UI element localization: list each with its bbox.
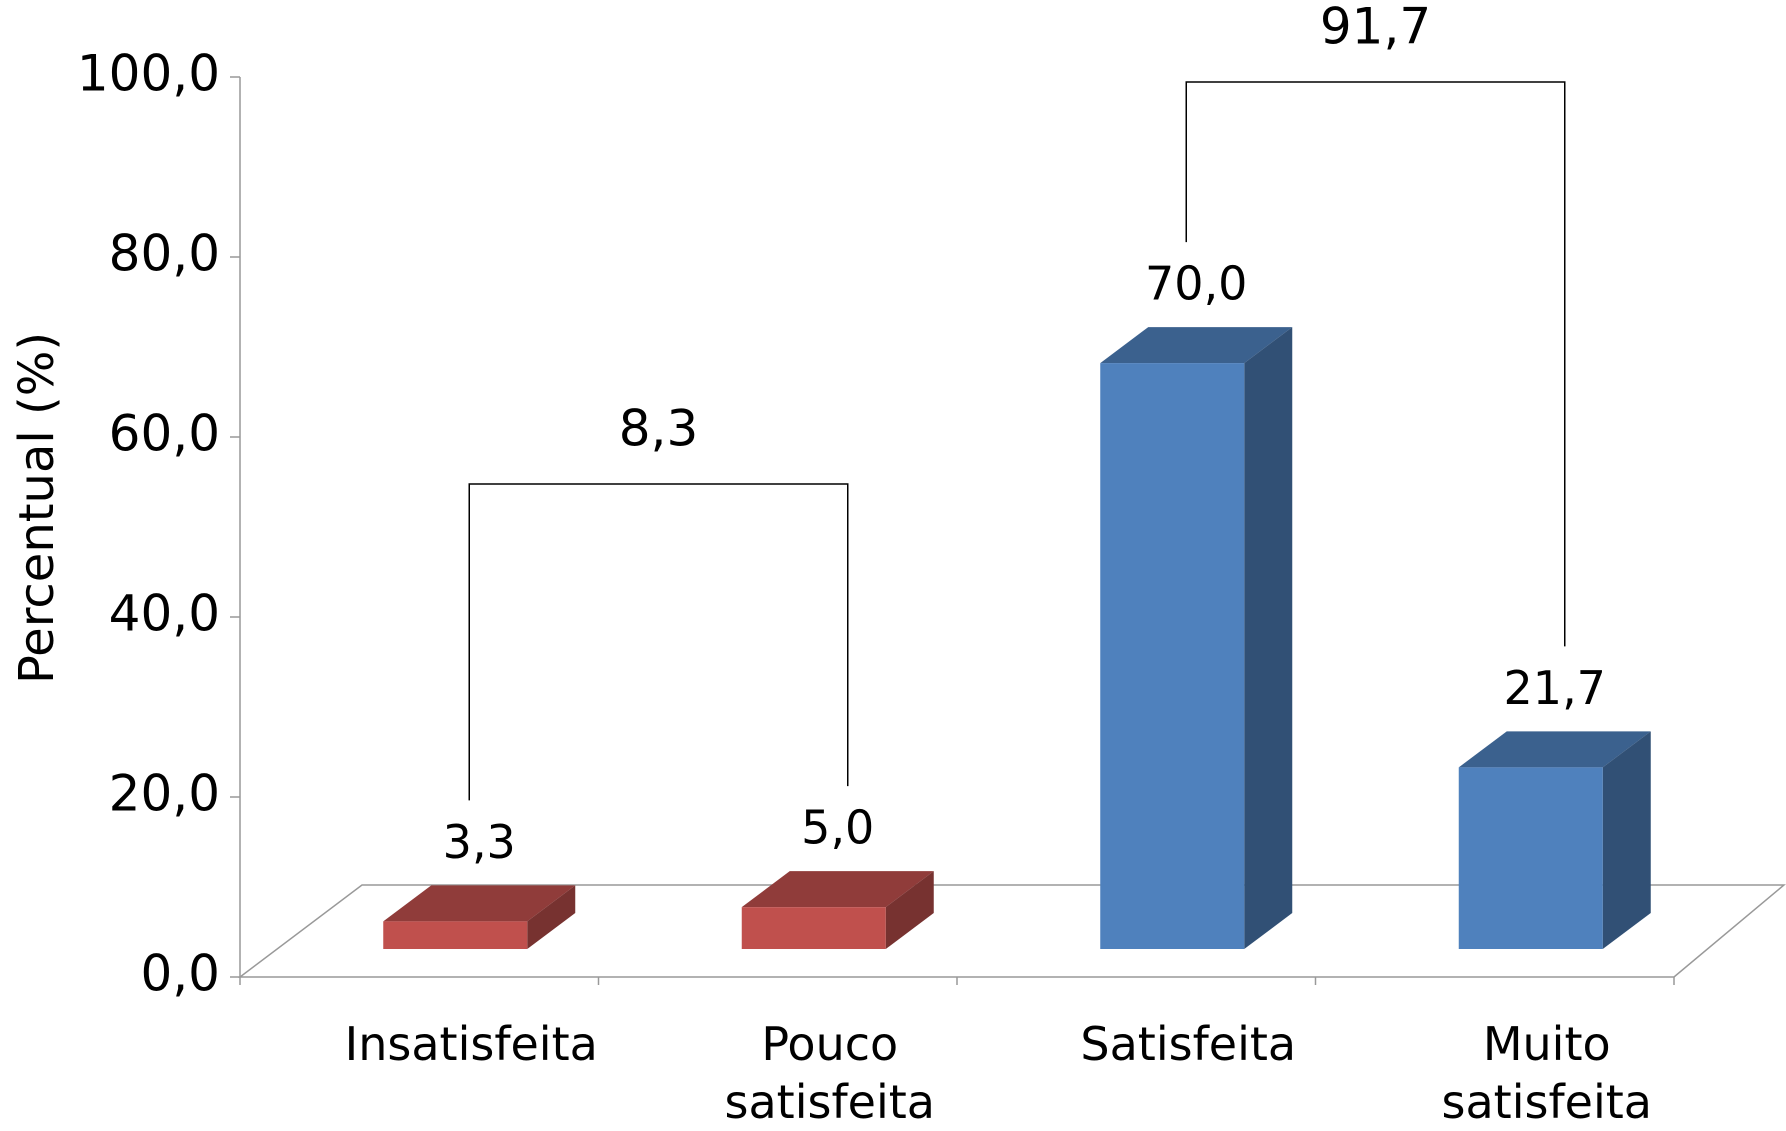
x-tick-label: Pouco satisfeita [680,1015,980,1131]
y-tick-label: 100,0 [77,45,220,103]
y-tick-label: 60,0 [109,405,220,463]
page: Percentual (%) 0,0 20,0 40,0 60,0 80,0 100,0 3… [0,0,1786,1121]
bracket [469,484,848,800]
chart: Percentual (%) 0,0 20,0 40,0 60,0 80,0 100,0 3… [0,0,1786,1121]
annotation-label: 8,3 [619,400,699,458]
bar [1100,363,1244,949]
bar [742,907,886,949]
x-tick-label: Muito satisfeita [1397,1015,1697,1131]
y-tick-label: 80,0 [109,225,220,283]
bar [383,921,527,949]
bar-side [1244,327,1292,949]
value-label: 5,0 [801,801,874,855]
y-axis-title: Percentual (%) [9,332,65,684]
value-label: 3,3 [443,815,516,869]
bar-side [1603,731,1651,949]
annotation-label: 91,7 [1320,0,1431,56]
value-label: 21,7 [1504,661,1606,715]
x-tick-label: Insatisfeita [321,1015,621,1073]
y-tick-label: 40,0 [109,585,220,643]
value-label: 70,0 [1145,257,1247,311]
bar [1459,767,1603,949]
x-tick-label: Satisfeita [1038,1015,1338,1073]
y-tick-label: 0,0 [140,945,220,1003]
y-tick-label: 20,0 [109,765,220,823]
